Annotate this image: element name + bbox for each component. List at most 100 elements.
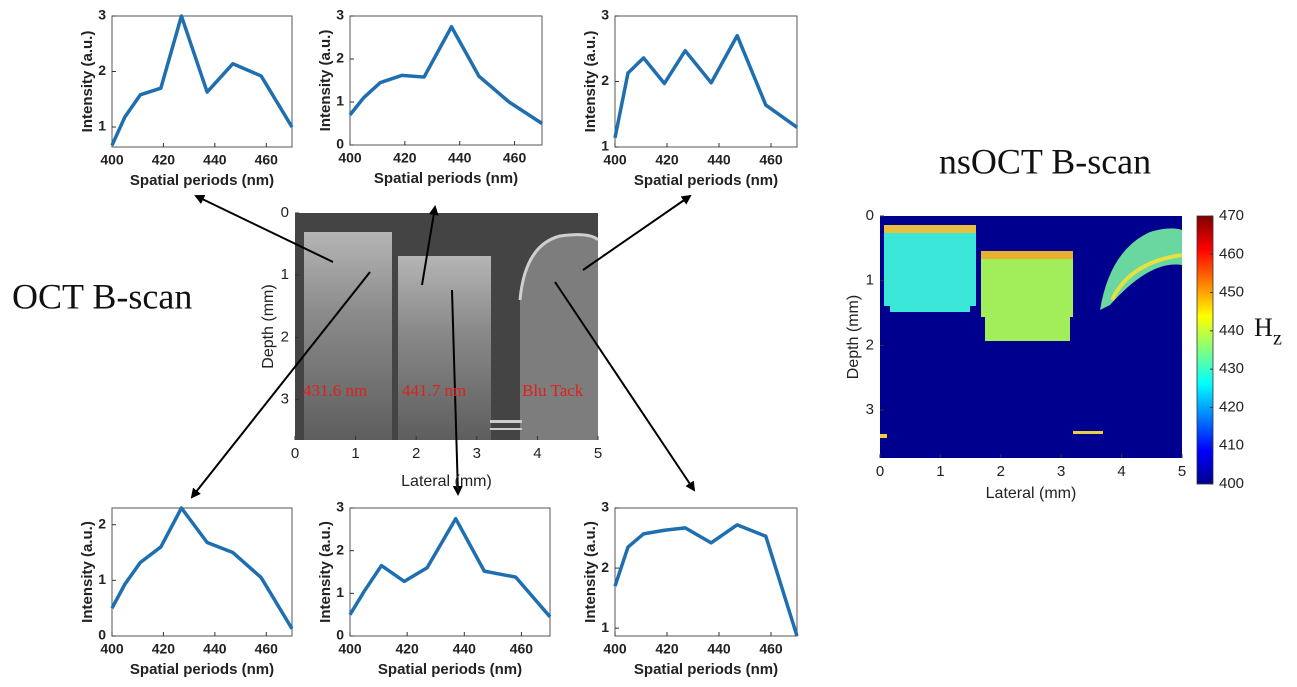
colorbar-tick-label: 460 xyxy=(1219,245,1244,262)
annotation: Blu Tack xyxy=(522,381,584,400)
x-tick-label: 400 xyxy=(338,150,362,166)
x-tick-label: 400 xyxy=(603,641,627,657)
data-line xyxy=(350,519,550,617)
x-tick-label: 460 xyxy=(510,641,534,657)
y-axis-label: Depth (mm) xyxy=(845,295,862,379)
x-axis-label: Lateral (mm) xyxy=(986,485,1077,502)
y-tick-label: 1 xyxy=(601,619,609,635)
x-tick-label: 460 xyxy=(255,641,279,657)
y-tick-label: 2 xyxy=(336,50,344,66)
plot-frame xyxy=(615,508,797,636)
x-axis-label: Spatial periods (nm) xyxy=(130,661,274,678)
x-tick-label: 400 xyxy=(338,641,362,657)
y-tick-label: 2 xyxy=(281,328,289,345)
x-tick-label: 1 xyxy=(936,463,944,480)
data-line xyxy=(615,525,797,636)
x-tick-label: 420 xyxy=(393,150,417,166)
panel-title: nsOCT B-scan xyxy=(939,141,1151,181)
colorbar-tick-label: 450 xyxy=(1219,284,1244,301)
x-tick-label: 440 xyxy=(203,152,227,168)
y-axis-label: Depth (mm) xyxy=(260,284,277,368)
colorbar-label-subscript: z xyxy=(1273,328,1282,350)
nsoct-image xyxy=(880,216,1182,458)
x-axis-label: Spatial periods (nm) xyxy=(634,661,778,678)
colorbar-tick-label: 400 xyxy=(1219,475,1244,492)
y-tick-label: 3 xyxy=(281,391,289,408)
y-tick-label: 1 xyxy=(281,266,289,283)
arrow xyxy=(583,196,690,270)
y-tick-label: 3 xyxy=(601,499,609,515)
y-tick-label: 1 xyxy=(336,584,344,600)
data-line xyxy=(112,508,292,629)
colorbar-tick-label: 410 xyxy=(1219,437,1244,454)
y-tick-label: 3 xyxy=(866,401,874,418)
x-tick-label: 420 xyxy=(655,641,679,657)
x-tick-label: 5 xyxy=(1178,463,1186,480)
plot-frame xyxy=(615,16,797,147)
y-axis-label: Intensity (a.u.) xyxy=(79,521,96,623)
x-tick-label: 440 xyxy=(448,150,472,166)
x-tick-label: 420 xyxy=(152,641,176,657)
x-tick-label: 3 xyxy=(473,445,481,462)
y-tick-label: 3 xyxy=(601,7,609,23)
x-tick-label: 2 xyxy=(412,445,420,462)
colorbar-tick-label: 420 xyxy=(1219,398,1244,415)
y-tick-label: 0 xyxy=(281,204,289,221)
x-tick-label: 440 xyxy=(707,641,731,657)
x-tick-label: 440 xyxy=(203,641,227,657)
x-tick-label: 400 xyxy=(100,152,124,168)
x-axis-label: Spatial periods (nm) xyxy=(378,661,522,678)
x-tick-label: 0 xyxy=(876,463,884,480)
x-tick-label: 5 xyxy=(594,445,602,462)
x-tick-label: 420 xyxy=(395,641,419,657)
data-line xyxy=(350,27,542,124)
oct-image xyxy=(295,213,598,440)
y-tick-label: 3 xyxy=(336,7,344,23)
y-tick-label: 1 xyxy=(98,118,106,134)
y-axis-label: Intensity (a.u.) xyxy=(317,521,334,623)
y-axis-label: Intensity (a.u.) xyxy=(582,521,599,623)
x-tick-label: 1 xyxy=(351,445,359,462)
x-axis-label: Spatial periods (nm) xyxy=(374,170,518,187)
y-axis-label: Intensity (a.u.) xyxy=(79,31,96,133)
y-tick-label: 1 xyxy=(601,138,609,154)
colorbar-tick-label: 430 xyxy=(1219,360,1244,377)
y-axis-label: Intensity (a.u.) xyxy=(582,31,599,133)
y-tick-label: 2 xyxy=(336,541,344,557)
figure: 400420440460123Spatial periods (nm)Inten… xyxy=(0,0,1297,687)
y-tick-label: 2 xyxy=(601,559,609,575)
x-axis-label: Spatial periods (nm) xyxy=(634,172,778,189)
panel-title: OCT B-scan xyxy=(12,276,192,316)
x-tick-label: 0 xyxy=(291,445,299,462)
y-tick-label: 2 xyxy=(98,515,106,531)
y-tick-label: 3 xyxy=(336,499,344,515)
x-axis-label: Lateral (mm) xyxy=(401,473,492,490)
colorbar-tick-label: 470 xyxy=(1219,207,1244,224)
y-tick-label: 0 xyxy=(336,627,344,643)
x-tick-label: 440 xyxy=(453,641,477,657)
x-axis-label: Spatial periods (nm) xyxy=(130,172,274,189)
annotation: 431.6 nm xyxy=(303,381,367,400)
x-tick-label: 420 xyxy=(655,152,679,168)
x-tick-label: 3 xyxy=(1057,463,1065,480)
x-tick-label: 460 xyxy=(255,152,279,168)
data-line xyxy=(615,36,797,138)
y-tick-label: 1 xyxy=(866,272,874,289)
x-tick-label: 4 xyxy=(533,445,541,462)
y-axis-label: Intensity (a.u.) xyxy=(317,30,334,132)
colorbar-label: H xyxy=(1254,313,1273,342)
x-tick-label: 2 xyxy=(997,463,1005,480)
y-tick-label: 2 xyxy=(98,62,106,78)
plot-frame xyxy=(112,508,292,636)
x-tick-label: 460 xyxy=(759,152,783,168)
x-tick-label: 460 xyxy=(503,150,527,166)
data-line xyxy=(112,16,292,145)
y-tick-label: 1 xyxy=(98,571,106,587)
y-tick-label: 1 xyxy=(336,93,344,109)
x-tick-label: 4 xyxy=(1117,463,1125,480)
y-tick-label: 0 xyxy=(866,207,874,224)
colorbar xyxy=(1197,216,1213,484)
y-tick-label: 3 xyxy=(98,7,106,23)
colorbar-tick-label: 440 xyxy=(1219,322,1244,339)
x-tick-label: 440 xyxy=(707,152,731,168)
